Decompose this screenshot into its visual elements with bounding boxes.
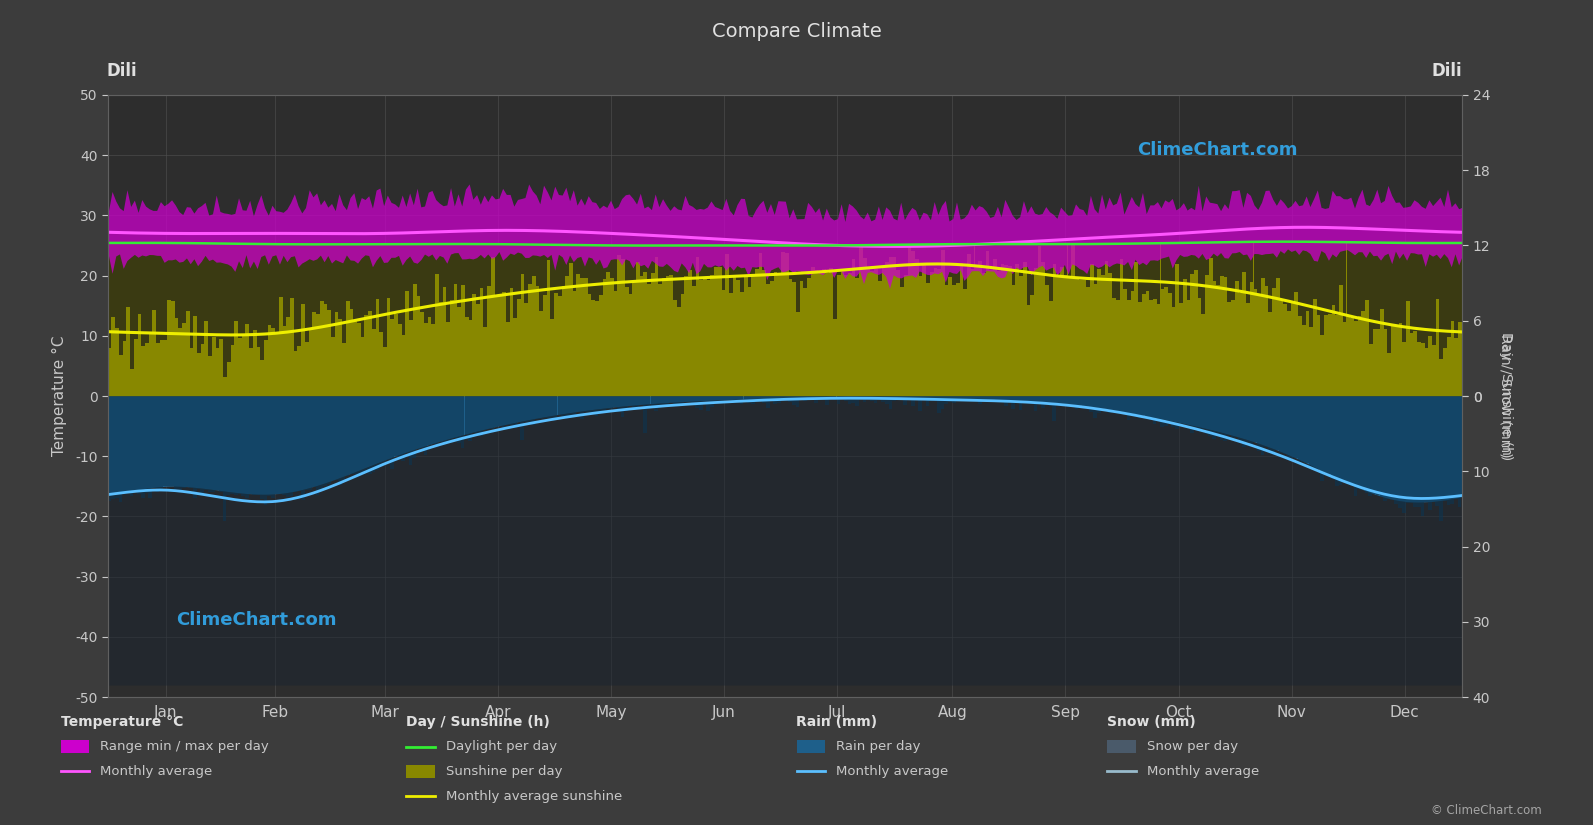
Y-axis label: Day / Sunshine (h): Day / Sunshine (h) (1499, 332, 1513, 460)
Y-axis label: Rain / Snow (mm): Rain / Snow (mm) (1499, 334, 1513, 458)
Text: Compare Climate: Compare Climate (712, 21, 881, 41)
Text: Monthly average sunshine: Monthly average sunshine (446, 790, 623, 803)
Text: ClimeChart.com: ClimeChart.com (1137, 141, 1298, 159)
Text: Dili: Dili (1432, 62, 1462, 80)
Text: Monthly average: Monthly average (1147, 765, 1258, 778)
Text: Dili: Dili (107, 62, 137, 80)
Text: Snow per day: Snow per day (1147, 740, 1238, 753)
Text: Monthly average: Monthly average (100, 765, 212, 778)
Text: Monthly average: Monthly average (836, 765, 948, 778)
Text: ClimeChart.com: ClimeChart.com (175, 610, 336, 629)
Y-axis label: Temperature °C: Temperature °C (53, 336, 67, 456)
Text: Day / Sunshine (h): Day / Sunshine (h) (406, 715, 550, 728)
Text: © ClimeChart.com: © ClimeChart.com (1431, 804, 1542, 817)
Text: Daylight per day: Daylight per day (446, 740, 558, 753)
Text: Rain per day: Rain per day (836, 740, 921, 753)
Text: Snow (mm): Snow (mm) (1107, 715, 1196, 728)
Text: Sunshine per day: Sunshine per day (446, 765, 562, 778)
Text: Temperature °C: Temperature °C (61, 715, 183, 728)
Text: Rain (mm): Rain (mm) (796, 715, 878, 728)
Text: Range min / max per day: Range min / max per day (100, 740, 269, 753)
